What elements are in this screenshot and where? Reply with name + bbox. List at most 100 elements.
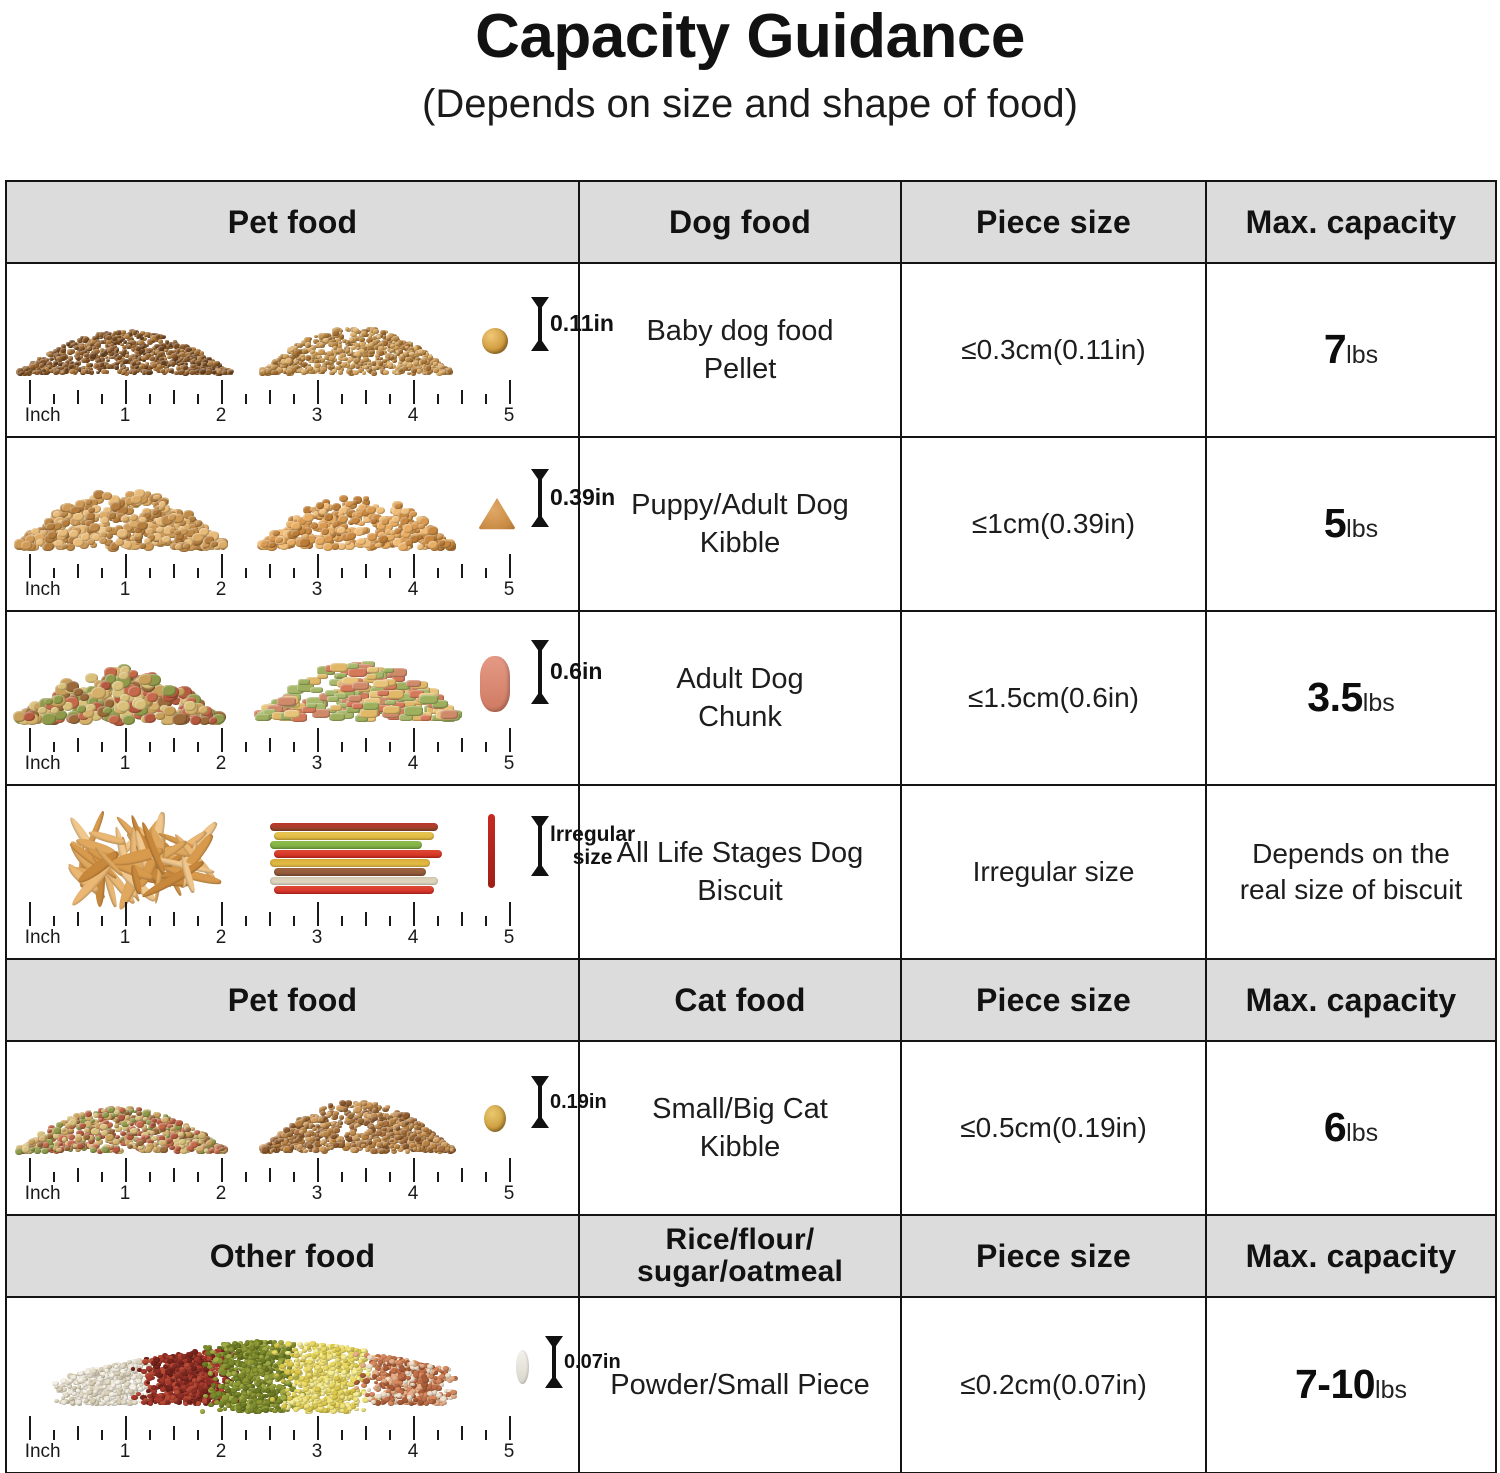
ruler-tick-minor xyxy=(269,564,271,578)
ruler-tick-major xyxy=(413,902,415,926)
ruler-number: 5 xyxy=(504,1441,515,1463)
header-max-capacity: Max. capacity xyxy=(1205,180,1497,264)
ruler-number: 4 xyxy=(408,405,419,427)
ruler-tick-minor xyxy=(485,916,487,926)
capacity-unit: lbs xyxy=(1363,689,1395,717)
ruler-tick-major xyxy=(125,902,127,926)
ruler-tick-minor xyxy=(293,742,295,752)
food-type-line1: Small/Big Cat xyxy=(580,1090,900,1128)
section-header-dog: Pet food Dog food Piece size Max. capaci… xyxy=(5,180,1497,264)
capacity-value: 7-10 xyxy=(1295,1361,1376,1407)
ruler-tick-minor xyxy=(77,564,79,578)
ruler-number: 4 xyxy=(408,1183,419,1205)
ruler-tick-minor xyxy=(485,394,487,404)
ruler-tick-minor xyxy=(197,916,199,926)
header-piece-size: Piece size xyxy=(900,958,1207,1042)
ruler-unit-label: Inch xyxy=(25,927,61,949)
capacity-table: Pet food Dog food Piece size Max. capaci… xyxy=(5,180,1497,1473)
header-rice-flour-line1: Rice/flour/ xyxy=(580,1223,900,1256)
ruler-tick-minor xyxy=(53,394,55,404)
table-row: lrregular size Inch 1 2 3 4 5 xyxy=(5,784,1497,960)
title-block: Capacity Guidance (Depends on size and s… xyxy=(0,0,1500,125)
ruler-unit-label: Inch xyxy=(25,405,61,427)
single-piece-sample xyxy=(506,1302,552,1414)
single-piece-sample xyxy=(476,620,538,724)
inch-ruler: Inch 1 2 3 4 5 xyxy=(25,1414,514,1463)
ruler-tick-minor xyxy=(293,568,295,578)
ruler-tick-minor xyxy=(101,742,103,752)
header-rice-flour: Rice/flour/ sugar/oatmeal xyxy=(578,1214,902,1298)
food-type-line2: Kibble xyxy=(580,1128,900,1166)
ruler-tick-minor xyxy=(245,742,247,752)
max-capacity-cell: Depends on the real size of biscuit xyxy=(1205,784,1497,960)
caliper-label: 0.39in xyxy=(550,485,615,511)
ruler-tick-major xyxy=(317,554,319,578)
capacity-line2: real size of biscuit xyxy=(1207,872,1495,908)
ruler-number: 3 xyxy=(312,1441,323,1463)
dimension-caliper: 0.39in xyxy=(538,470,615,526)
ruler-tick-minor xyxy=(365,738,367,752)
page-title: Capacity Guidance xyxy=(0,4,1500,69)
mixed-grains-image xyxy=(42,1302,502,1414)
capacity-unit: lbs xyxy=(1346,1119,1378,1147)
ruler-tick-minor xyxy=(485,742,487,752)
kibble-pile-image xyxy=(13,446,244,552)
ruler-tick-minor xyxy=(341,394,343,404)
ruler-tick-major xyxy=(221,1158,223,1182)
ruler-number: 5 xyxy=(504,405,515,427)
ruler-tick-minor xyxy=(341,1172,343,1182)
ruler-number: 2 xyxy=(216,1183,227,1205)
food-type-line2: Chunk xyxy=(580,698,900,736)
ruler-tick-minor xyxy=(365,1168,367,1182)
pet-food-image-cell: 0.19in Inch 1 2 3 4 5 xyxy=(5,1040,607,1216)
ruler-tick-major xyxy=(509,554,511,578)
table-row: 0.07in Inch 1 2 3 4 5 Powder/Small Piece ≤0.2… xyxy=(5,1296,1497,1473)
ruler-tick-major xyxy=(413,1416,415,1440)
cat-kibble-pile-image xyxy=(15,1050,244,1155)
ruler-number: 3 xyxy=(312,405,323,427)
max-capacity-cell: 7-10lbs xyxy=(1205,1296,1497,1473)
ruler-tick-minor xyxy=(365,1426,367,1440)
ruler-tick-minor xyxy=(269,390,271,404)
ruler-numbers: Inch 1 2 3 4 5 xyxy=(25,926,515,949)
ruler-tick-minor xyxy=(461,1426,463,1440)
food-type-line1: Baby dog food xyxy=(580,312,900,350)
ruler-ticks xyxy=(29,378,511,404)
ruler-unit-label: Inch xyxy=(25,1183,61,1205)
ruler-tick-minor xyxy=(173,390,175,404)
ruler-tick-major xyxy=(221,554,223,578)
header-piece-size: Piece size xyxy=(900,1214,1207,1298)
ruler-tick-minor xyxy=(389,1430,391,1440)
food-type-line1: Puppy/Adult Dog xyxy=(580,486,900,524)
section-header-cat: Pet food Cat food Piece size Max. capaci… xyxy=(5,958,1497,1042)
header-dog-food: Dog food xyxy=(578,180,902,264)
caliper-label-line2: size xyxy=(550,846,635,869)
inch-ruler: Inch 1 2 3 4 5 xyxy=(25,1156,515,1205)
max-capacity-cell: 5lbs xyxy=(1205,436,1497,612)
ruler-tick-major xyxy=(125,380,127,404)
pet-food-image-cell: lrregular size Inch 1 2 3 4 5 xyxy=(5,784,635,960)
food-type-line2: Biscuit xyxy=(580,872,900,910)
ruler-tick-minor xyxy=(461,390,463,404)
pet-food-image-cell: 0.07in Inch 1 2 3 4 5 xyxy=(5,1296,621,1473)
ruler-number: 2 xyxy=(216,927,227,949)
capacity-value: 3.5 xyxy=(1307,674,1363,720)
food-type-line1: Adult Dog xyxy=(580,660,900,698)
ruler-number: 5 xyxy=(504,579,515,601)
food-type-line2: Pellet xyxy=(580,350,900,388)
piece-size-cell: ≤1cm(0.39in) xyxy=(900,436,1207,612)
ruler-numbers: Inch 1 2 3 4 5 xyxy=(25,1182,515,1205)
food-type-cell: Small/Big Cat Kibble xyxy=(578,1040,902,1216)
ruler-tick-major xyxy=(29,902,31,926)
dimension-caliper: 0.19in xyxy=(538,1077,607,1127)
max-capacity-cell: 7lbs xyxy=(1205,262,1497,438)
piece-size-cell: ≤0.5cm(0.19in) xyxy=(900,1040,1207,1216)
ruler-tick-major xyxy=(29,554,31,578)
ruler-tick-major xyxy=(29,1158,31,1182)
ruler-tick-minor xyxy=(485,568,487,578)
ruler-tick-major xyxy=(29,1416,31,1440)
ruler-number: 2 xyxy=(216,753,227,775)
ruler-number: 5 xyxy=(504,1183,515,1205)
ruler-number: 4 xyxy=(408,927,419,949)
ruler-number: 1 xyxy=(120,579,131,601)
